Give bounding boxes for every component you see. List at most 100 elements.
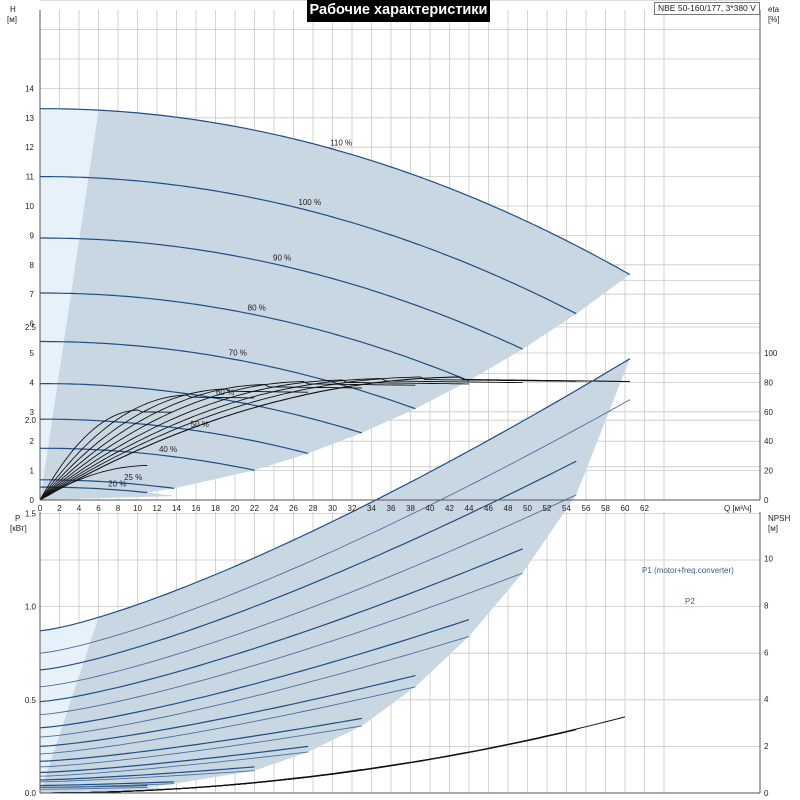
flow-tick-label: 6 <box>96 504 101 513</box>
flow-tick-label: 32 <box>348 504 357 513</box>
eta-axis-name: eta <box>768 5 780 14</box>
head-curve-40 <box>40 447 255 471</box>
flow-tick-label: 34 <box>367 504 376 513</box>
power-p1-curve <box>39 358 631 632</box>
power-axis-unit: [кВт] <box>10 524 27 533</box>
power-p2-curve <box>39 635 470 738</box>
head-curve-label: 70 % <box>229 348 247 357</box>
flow-tick-label: 28 <box>309 504 318 513</box>
power-p2-curve <box>39 770 255 783</box>
flow-axis-name: Q [м³/ч] <box>724 504 751 513</box>
flow-tick-label: 42 <box>445 504 454 513</box>
head-tick-label: 1 <box>30 467 35 476</box>
flow-tick-label: 36 <box>387 504 396 513</box>
head-curve-label: 40 % <box>159 445 177 454</box>
head-curve-label: 100 % <box>298 198 321 207</box>
head-curve-80 <box>40 292 470 382</box>
eta-tick-label: 60 <box>764 408 773 417</box>
head-curve-label: 90 % <box>273 254 291 263</box>
npsh-axis-name: NPSH <box>768 514 790 523</box>
power-p2-curve <box>39 786 148 790</box>
eta-tick-label: 100 <box>764 349 778 358</box>
power-p1-curve <box>39 675 416 747</box>
head-curve-25 <box>40 479 175 489</box>
power-p1-curve <box>39 717 362 762</box>
head-curve-110 <box>40 108 631 276</box>
eta-tick-label: 0 <box>764 496 769 505</box>
flow-tick-label: 30 <box>328 504 337 513</box>
head-curve-label: 50 % <box>191 420 209 429</box>
flow-tick-label: 54 <box>562 504 571 513</box>
flow-tick-label: 44 <box>465 504 474 513</box>
flow-tick-label: 38 <box>406 504 415 513</box>
flow-tick-label: 62 <box>640 504 649 513</box>
power-p2-curve <box>39 783 175 788</box>
head-tick-label: 2 <box>30 437 35 446</box>
efficiency-curve <box>39 465 148 501</box>
head-tick-label: 11 <box>26 173 35 182</box>
head-tick-label: 13 <box>25 114 34 123</box>
flow-tick-label: 60 <box>621 504 630 513</box>
power-p2-curve <box>39 494 577 688</box>
head-curve-label: 110 % <box>330 138 352 147</box>
flow-tick-label: 46 <box>484 504 493 513</box>
efficiency-curve <box>39 379 469 501</box>
head-curve-label: 80 % <box>248 303 266 312</box>
npsh-tick-label: 8 <box>764 601 769 610</box>
flow-tick-label: 56 <box>582 504 591 513</box>
efficiency-curve <box>39 376 630 501</box>
power-p1-curve <box>39 619 470 729</box>
head-axis-unit: [м] <box>7 15 17 24</box>
power-p2-curve <box>39 725 362 768</box>
npsh-tick-label: 10 <box>764 555 773 564</box>
flow-tick-label: 4 <box>77 504 82 513</box>
head-tick-label: 0 <box>30 496 35 505</box>
head-tick-label: 3 <box>30 408 35 417</box>
head-tick-label: 10 <box>25 202 34 211</box>
npsh-tick-label: 2 <box>764 742 769 751</box>
flow-tick-label: 20 <box>231 504 240 513</box>
eta-tick-label: 80 <box>764 378 773 387</box>
head-curve-label: 25 % <box>124 473 142 482</box>
head-curve-50 <box>39 418 309 454</box>
head-tick-label: 7 <box>30 290 35 299</box>
flow-tick-label: 52 <box>543 504 552 513</box>
head-tick-label: 12 <box>25 143 34 152</box>
eta-axis-unit: [%] <box>768 15 780 24</box>
head-tick-label: 6 <box>30 320 35 329</box>
head-curve-60 <box>40 383 362 434</box>
head-tick-label: 8 <box>30 261 35 270</box>
eta-tick-label: 40 <box>764 437 773 446</box>
npsh-axis-unit: [м] <box>768 524 778 533</box>
power-tick-label: 1.5 <box>25 509 37 518</box>
power-p1-curve <box>39 460 577 671</box>
head-curve-20 <box>40 486 148 494</box>
power-tick-label: 0.5 <box>25 696 37 705</box>
head-curve-90 <box>40 237 523 350</box>
flow-tick-label: 10 <box>133 504 142 513</box>
efficiency-curve <box>39 409 172 501</box>
flow-tick-label: 14 <box>172 504 181 513</box>
flow-tick-label: 22 <box>250 504 259 513</box>
chart-title-box <box>307 0 490 22</box>
chart-title: Рабочие характеристики <box>309 2 488 18</box>
flow-tick-label: 26 <box>289 504 298 513</box>
npsh-tick-label: 0 <box>764 789 769 798</box>
model-label: NBE 50-160/177, 3*380 V <box>654 2 760 15</box>
flow-tick-label: 58 <box>601 504 610 513</box>
power-tick-label: 0.0 <box>25 789 37 798</box>
flow-tick-label: 2 <box>57 504 62 513</box>
head-axis-name: H <box>10 5 16 14</box>
power-axis-name: P <box>15 514 20 523</box>
efficiency-curve <box>39 394 255 501</box>
power-low-flow-area <box>40 617 99 793</box>
power-tick-label: 2.0 <box>25 416 37 425</box>
flow-tick-label: 40 <box>426 504 435 513</box>
head-envelope-area <box>40 110 630 500</box>
power-p1-curve <box>39 781 175 787</box>
series-label-p1: P1 (motor+freq.converter) <box>642 566 734 575</box>
head-curve-100 <box>40 176 577 315</box>
flow-tick-label: 8 <box>116 504 121 513</box>
power-tick-label: 2.5 <box>25 323 37 332</box>
